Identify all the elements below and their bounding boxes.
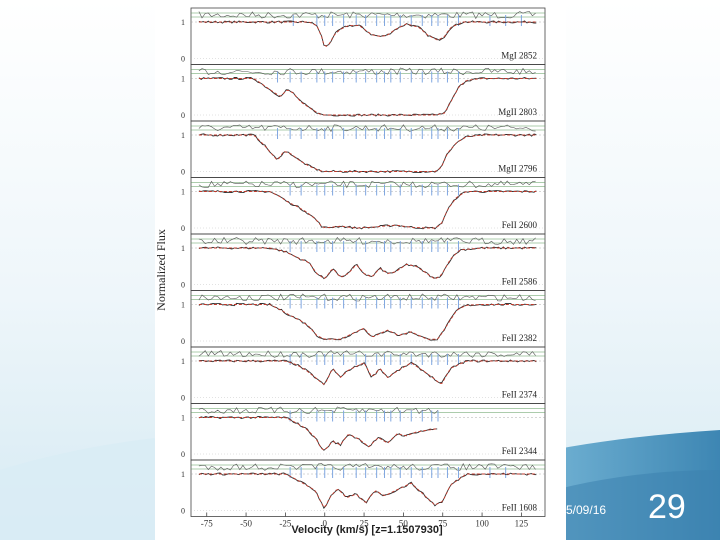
flux-data-line — [198, 415, 438, 451]
spectral-panels: 0 1 MgI 2852 0 1 MgII 2803 0 1 MgII 2796 0 1 FeII 2… — [181, 7, 546, 517]
flux-data-line — [198, 472, 537, 510]
x-tick-label: 0 — [322, 519, 327, 529]
model-fit-line — [198, 78, 537, 116]
panel-frame — [190, 64, 546, 122]
panel-frame — [190, 290, 546, 348]
y-tick-label: 0 — [181, 337, 185, 346]
model-fit-line — [198, 134, 537, 172]
model-fit-line — [198, 247, 537, 280]
model-fit-line — [198, 473, 537, 509]
flux-data-line — [198, 190, 537, 230]
residual-trace — [198, 124, 536, 133]
residual-trace — [198, 293, 536, 302]
y-tick-label: 0 — [181, 507, 185, 516]
panel-feii-2374: 0 1 FeII 2374 — [181, 346, 546, 404]
residual-trace — [198, 236, 536, 245]
panel-frame — [190, 459, 546, 517]
transition-label: MgI 2852 — [501, 51, 537, 61]
y-tick-label: 0 — [181, 450, 185, 459]
residual-trace — [198, 11, 536, 20]
model-fit-line — [198, 191, 537, 229]
slide-date: 5/09/16 — [566, 503, 607, 517]
panel-feii-2586: 0 1 FeII 2586 — [181, 233, 546, 291]
panel-mgii-2796: 0 1 MgII 2796 — [181, 120, 546, 178]
absorption-line-figure: Normalized Flux 0 1 MgI 2852 0 1 MgII 2803 0 1 M… — [155, 7, 546, 536]
x-tick-label: -50 — [240, 519, 252, 529]
panel-feii-2382: 0 1 FeII 2382 — [181, 290, 546, 348]
x-tick-label: -25 — [279, 519, 291, 529]
slide-number: 29 — [648, 488, 686, 526]
panel-frame — [190, 403, 546, 461]
model-fit-line — [198, 304, 537, 340]
figure-panel: Normalized Flux 0 1 MgI 2852 0 1 MgII 2803 0 1 M… — [155, 0, 566, 540]
y-tick-label: 1 — [181, 18, 185, 27]
x-tick-label: 25 — [360, 519, 370, 529]
y-tick-label: 1 — [181, 301, 185, 310]
flux-data-line — [198, 246, 537, 280]
flux-data-line — [198, 302, 537, 341]
panel-frame — [190, 7, 546, 65]
x-axis-tick-labels: -75 -50 -25 0 25 50 75 100 125 — [201, 512, 529, 529]
flux-data-line — [198, 20, 537, 47]
x-axis-label: Velocity (km/s) [z=1.1507930] — [291, 524, 443, 536]
transition-label: MgII 2803 — [498, 107, 537, 117]
y-tick-label: 1 — [181, 75, 185, 84]
x-tick-label: 50 — [399, 519, 409, 529]
flux-data-line — [198, 359, 537, 386]
transition-label: FeII 2374 — [502, 390, 538, 400]
y-tick-label: 0 — [181, 111, 185, 120]
y-axis-label: Normalized Flux — [155, 229, 168, 311]
residual-trace — [198, 463, 536, 471]
y-tick-label: 0 — [181, 168, 185, 177]
transition-label: FeII 2382 — [502, 333, 537, 343]
x-tick-label: 125 — [515, 519, 529, 529]
panel-frame — [190, 346, 546, 404]
residual-trace — [198, 406, 439, 415]
y-tick-label: 0 — [181, 224, 185, 233]
flux-data-line — [198, 77, 537, 117]
residual-trace — [198, 67, 536, 76]
x-tick-label: -75 — [201, 519, 213, 529]
y-tick-label: 0 — [181, 281, 185, 290]
flux-data-line — [198, 133, 537, 174]
y-tick-label: 1 — [181, 414, 185, 423]
panel-feii-2344: 0 1 FeII 2344 — [181, 403, 546, 461]
y-tick-label: 1 — [181, 188, 185, 197]
transition-label: FeII 1608 — [502, 503, 538, 513]
transition-label: MgII 2796 — [498, 164, 537, 174]
y-tick-label: 0 — [181, 55, 185, 64]
panel-mgi-2852: 0 1 MgI 2852 — [181, 7, 546, 65]
x-tick-label: 75 — [438, 519, 448, 529]
y-tick-label: 0 — [181, 394, 185, 403]
transition-label: FeII 2586 — [502, 277, 538, 287]
panel-feii-1608: 0 1 FeII 1608 — [181, 459, 546, 517]
model-fit-line — [198, 21, 537, 47]
x-tick-label: 100 — [475, 519, 489, 529]
model-fit-line — [198, 417, 438, 451]
y-tick-label: 1 — [181, 357, 185, 366]
y-tick-label: 1 — [181, 244, 185, 253]
y-tick-label: 1 — [181, 470, 185, 479]
transition-label: FeII 2344 — [502, 446, 538, 456]
transition-label: FeII 2600 — [502, 220, 538, 230]
model-fit-line — [198, 360, 537, 385]
panel-feii-2600: 0 1 FeII 2600 — [181, 177, 546, 235]
y-tick-label: 1 — [181, 131, 185, 140]
residual-trace — [198, 350, 536, 358]
panel-mgii-2803: 0 1 MgII 2803 — [181, 64, 546, 122]
residual-trace — [198, 180, 536, 189]
